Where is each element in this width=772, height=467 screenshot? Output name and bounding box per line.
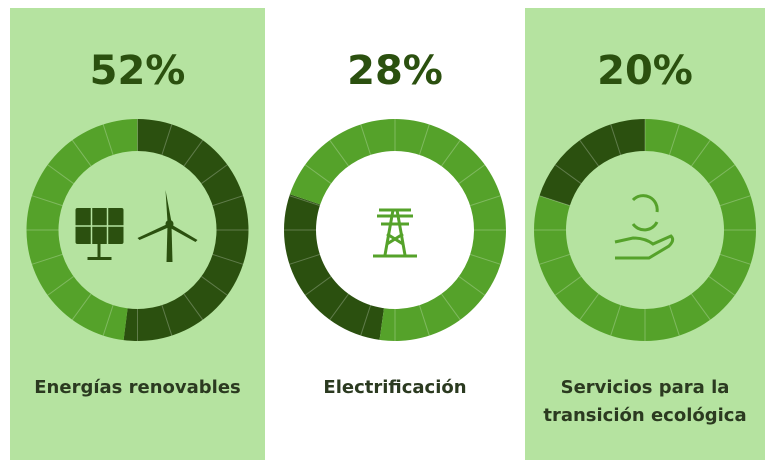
segment-divider xyxy=(708,276,736,296)
segment-divider xyxy=(539,253,571,265)
segment-divider xyxy=(71,139,92,167)
segment-divider xyxy=(469,253,501,265)
segment-divider xyxy=(469,195,501,207)
segment-divider xyxy=(329,293,349,321)
segment-divider xyxy=(668,304,680,336)
segment-divider xyxy=(579,293,599,321)
segment-divider xyxy=(610,124,622,156)
segment-divider xyxy=(201,164,228,184)
segment-divider xyxy=(458,276,486,296)
segment-divider xyxy=(183,293,204,321)
donut-segment xyxy=(289,119,506,342)
segment-divider xyxy=(539,195,571,207)
segment-divider xyxy=(212,195,244,207)
donut-segment xyxy=(539,119,645,206)
segment-divider xyxy=(360,124,372,156)
donut-segment xyxy=(284,194,385,340)
panel: 52% Energías renovables xyxy=(10,8,265,460)
segment-divider xyxy=(304,164,332,184)
segment-divider xyxy=(418,304,430,336)
segment-divider xyxy=(161,124,173,156)
segment-divider xyxy=(691,293,711,321)
segment-divider xyxy=(708,164,736,184)
segment-divider xyxy=(441,293,461,321)
donut-chart xyxy=(534,119,756,341)
segment-divider xyxy=(47,276,74,296)
segment-divider xyxy=(31,253,63,265)
segment-divider xyxy=(201,276,228,296)
segment-divider xyxy=(289,195,321,207)
panel: 28% Electrificación xyxy=(265,8,525,460)
segment-divider xyxy=(71,293,92,321)
icon xyxy=(614,194,675,260)
segment-divider xyxy=(183,139,204,167)
icon xyxy=(373,208,417,258)
segment-divider xyxy=(554,276,582,296)
segment-divider xyxy=(31,195,63,207)
category-label: Electrificación xyxy=(323,377,467,398)
panel: 20% Servicios para la transición ecológic… xyxy=(525,8,765,460)
percentage-label: 20% xyxy=(597,48,693,94)
segment-divider xyxy=(289,253,321,265)
segment-divider xyxy=(719,195,751,207)
donut-segment xyxy=(123,119,249,341)
segment-divider xyxy=(554,164,582,184)
segment-divider xyxy=(719,253,751,265)
segment-divider xyxy=(329,139,349,167)
segment-divider xyxy=(47,164,74,184)
segment-divider xyxy=(418,124,430,156)
category-label: Servicios para la transición ecológica xyxy=(543,377,747,426)
segment-divider xyxy=(458,164,486,184)
segment-divider xyxy=(304,276,332,296)
segment-divider xyxy=(212,253,244,265)
donut-chart xyxy=(26,119,249,341)
segment-divider xyxy=(161,304,173,336)
segment-divider xyxy=(579,139,599,167)
segment-divider xyxy=(668,124,680,156)
donut-chart xyxy=(284,119,506,342)
donut-segment xyxy=(26,119,138,341)
percentage-label: 28% xyxy=(347,48,443,94)
segment-divider xyxy=(360,304,372,336)
segment-divider xyxy=(610,304,622,336)
segment-divider xyxy=(102,124,114,156)
category-label: Energías renovables xyxy=(34,377,241,398)
icon xyxy=(75,190,198,262)
percentage-label: 52% xyxy=(89,48,186,94)
segment-divider xyxy=(102,304,114,336)
segment-divider xyxy=(691,139,711,167)
segment-divider xyxy=(441,139,461,167)
